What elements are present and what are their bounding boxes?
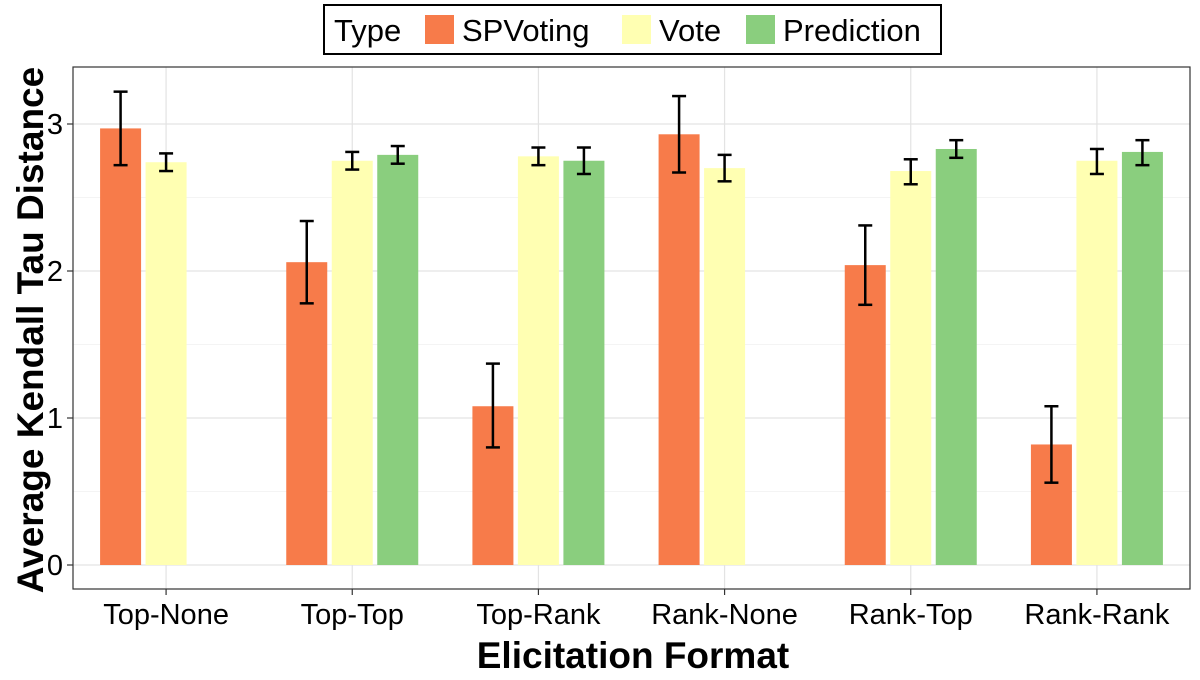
error-bar bbox=[1135, 138, 1150, 167]
x-tick-label: Top-Rank bbox=[476, 599, 601, 631]
x-tick-label: Top-None bbox=[103, 599, 229, 631]
plot-panel-border bbox=[72, 66, 1191, 590]
x-tick-label: Rank-Rank bbox=[1024, 599, 1170, 631]
error-bar bbox=[672, 94, 687, 174]
error-bar bbox=[576, 146, 591, 176]
y-axis: 0 1 2 3 bbox=[47, 109, 73, 582]
bar-vote-rank-rank bbox=[1076, 160, 1118, 565]
bar-prediction-rank-top bbox=[935, 148, 977, 566]
error-bar bbox=[345, 150, 360, 171]
error-bar bbox=[485, 362, 500, 449]
x-tick-label: Rank-None bbox=[651, 599, 798, 631]
error-bar bbox=[858, 224, 873, 307]
x-axis: Top-None Top-Top Top-Rank Rank-None Rank-Top… bbox=[103, 589, 1170, 631]
bar-spvoting-rank-none bbox=[658, 134, 700, 566]
error-bars bbox=[113, 90, 1150, 484]
y-tick-label: 2 bbox=[47, 256, 63, 288]
bar-spvoting-top-top bbox=[286, 262, 328, 565]
y-axis-title: Average Kendall Tau Distance bbox=[10, 67, 51, 593]
error-bar bbox=[903, 158, 918, 186]
bar-spvoting-rank-top bbox=[844, 265, 886, 565]
bar-spvoting-top-none bbox=[100, 128, 142, 565]
bar-vote-top-none bbox=[145, 162, 187, 565]
grid bbox=[73, 67, 1190, 589]
plot-panel-background bbox=[73, 67, 1190, 589]
y-tick-label: 0 bbox=[47, 550, 63, 582]
y-tick-label: 1 bbox=[47, 403, 63, 435]
legend: Type SPVoting Vote Prediction bbox=[323, 4, 942, 55]
bar-vote-rank-top bbox=[890, 171, 932, 566]
legend-swatch-prediction bbox=[746, 15, 775, 44]
bar-prediction-top-rank bbox=[563, 160, 605, 565]
x-axis-title: Elicitation Format bbox=[477, 635, 789, 675]
legend-title: Type bbox=[334, 13, 401, 48]
error-bar bbox=[1044, 404, 1059, 484]
bar-vote-top-rank bbox=[517, 156, 559, 565]
error-bar bbox=[113, 90, 128, 167]
bar-vote-top-top bbox=[331, 160, 373, 565]
bars bbox=[100, 128, 1163, 566]
legend-swatch-vote bbox=[622, 15, 651, 44]
error-bar bbox=[299, 219, 314, 305]
legend-swatch-spvoting bbox=[425, 15, 454, 44]
x-tick-label: Rank-Top bbox=[849, 599, 973, 631]
bar-prediction-top-top bbox=[377, 154, 419, 565]
bar-prediction-rank-rank bbox=[1121, 151, 1163, 565]
legend-label-prediction: Prediction bbox=[783, 13, 921, 48]
error-bar bbox=[390, 144, 405, 165]
legend-label-spvoting: SPVoting bbox=[462, 13, 590, 48]
x-tick-label: Top-Top bbox=[301, 599, 404, 631]
bar-vote-rank-none bbox=[704, 168, 746, 565]
error-bar bbox=[159, 152, 174, 173]
legend-label-vote: Vote bbox=[659, 13, 721, 48]
y-tick-label: 3 bbox=[47, 109, 63, 141]
error-bar bbox=[717, 153, 732, 183]
error-bar bbox=[531, 146, 546, 167]
error-bar bbox=[1089, 147, 1104, 176]
error-bar bbox=[949, 138, 964, 160]
